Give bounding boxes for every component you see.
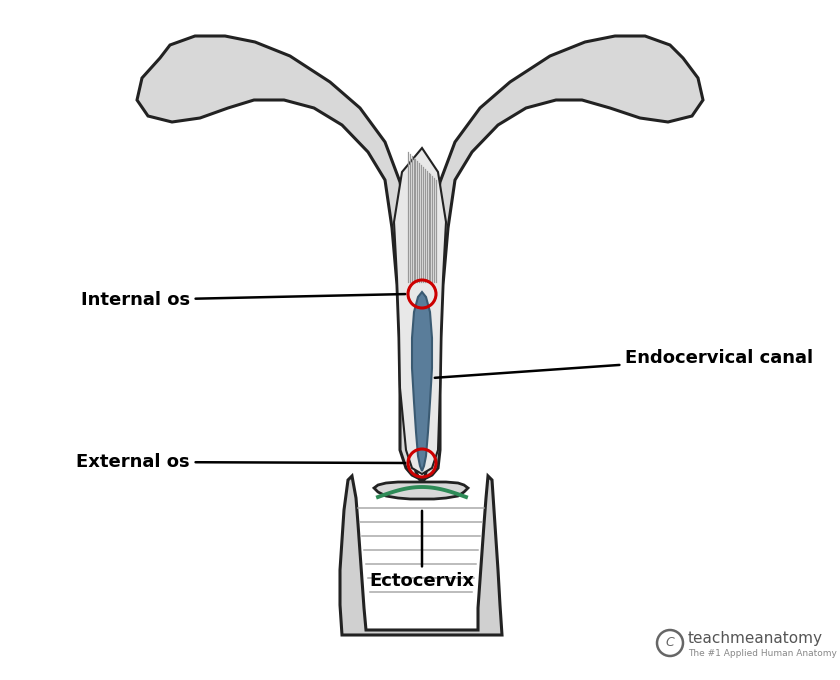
Text: Endocervical canal: Endocervical canal xyxy=(435,349,813,378)
Polygon shape xyxy=(340,476,502,635)
Text: Internal os: Internal os xyxy=(81,291,405,309)
Text: C: C xyxy=(665,636,675,649)
Polygon shape xyxy=(412,292,432,471)
Polygon shape xyxy=(137,36,703,483)
Text: The #1 Applied Human Anatomy Site on the Web.: The #1 Applied Human Anatomy Site on the… xyxy=(688,649,840,658)
Text: Ectocervix: Ectocervix xyxy=(370,511,475,590)
Text: External os: External os xyxy=(76,453,405,471)
Polygon shape xyxy=(374,482,468,499)
Text: teachmeanatomy: teachmeanatomy xyxy=(688,630,823,645)
Polygon shape xyxy=(394,148,446,474)
